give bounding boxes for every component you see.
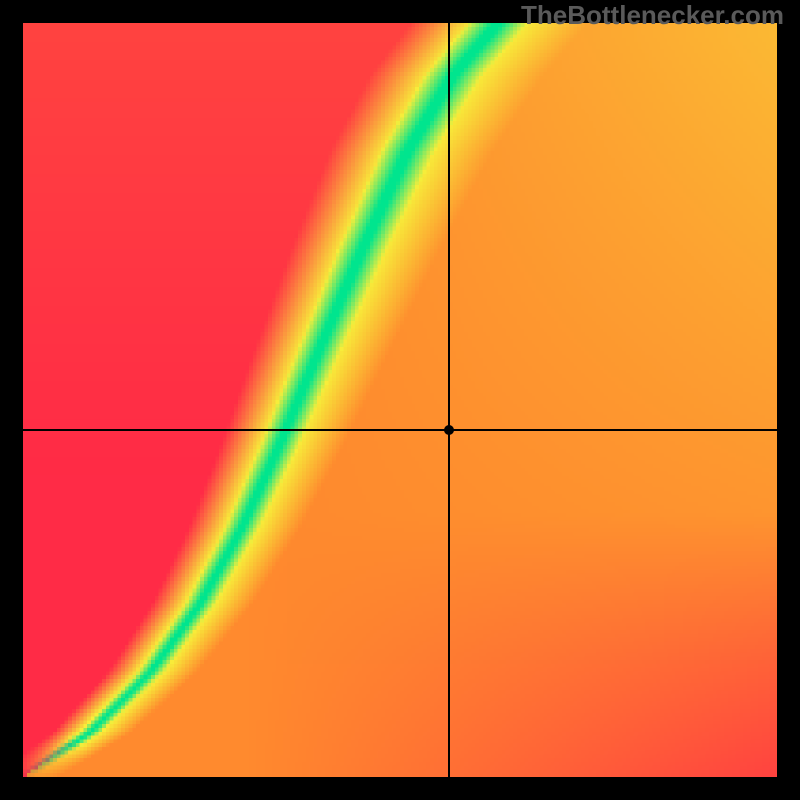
crosshair-vertical (448, 23, 450, 777)
watermark-text: TheBottlenecker.com (521, 0, 784, 31)
crosshair-horizontal (23, 429, 777, 431)
bottleneck-heatmap (23, 23, 777, 777)
